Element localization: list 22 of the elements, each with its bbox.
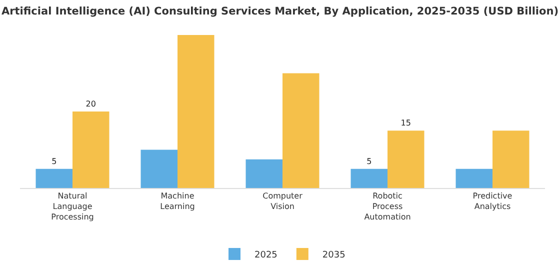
bar [388, 130, 424, 188]
bar [140, 150, 178, 188]
x-tick-label: Natural Language Processing [51, 192, 94, 222]
x-tick-label: Predictive Analytics [472, 192, 512, 211]
data-label: 20 [86, 100, 96, 109]
legend-label: 2025 [254, 250, 278, 260]
bar [72, 112, 110, 188]
data-label: 5 [366, 156, 372, 166]
bar [456, 168, 492, 188]
x-tick-label: Computer Vision [262, 192, 304, 211]
bar [36, 168, 72, 188]
bar [246, 159, 282, 188]
data-label: 15 [400, 118, 411, 128]
data-label: 5 [52, 156, 57, 166]
legend-label: 2035 [322, 250, 346, 260]
bar [282, 73, 320, 188]
x-tick-label: Machine Learning [160, 192, 195, 211]
bar [350, 168, 388, 188]
chart-title: Artificial Intelligence (AI) Consulting Services Market, By Application, 2025-2035 (USD Billion) [1, 5, 559, 18]
bar [178, 35, 214, 188]
bar [492, 130, 530, 188]
x-tick-label: Robotic Process Automation [364, 192, 411, 222]
